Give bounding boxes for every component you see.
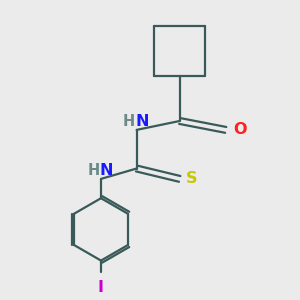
Text: N: N [135,114,148,129]
Text: H: H [123,114,135,129]
Text: O: O [233,122,247,137]
Text: I: I [98,280,104,296]
Text: N: N [100,163,113,178]
Text: S: S [186,171,198,186]
Text: H: H [87,163,100,178]
